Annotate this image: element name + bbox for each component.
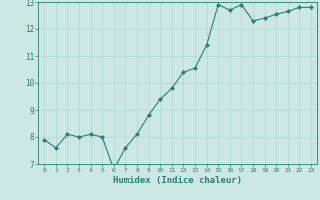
X-axis label: Humidex (Indice chaleur): Humidex (Indice chaleur) <box>113 176 242 185</box>
